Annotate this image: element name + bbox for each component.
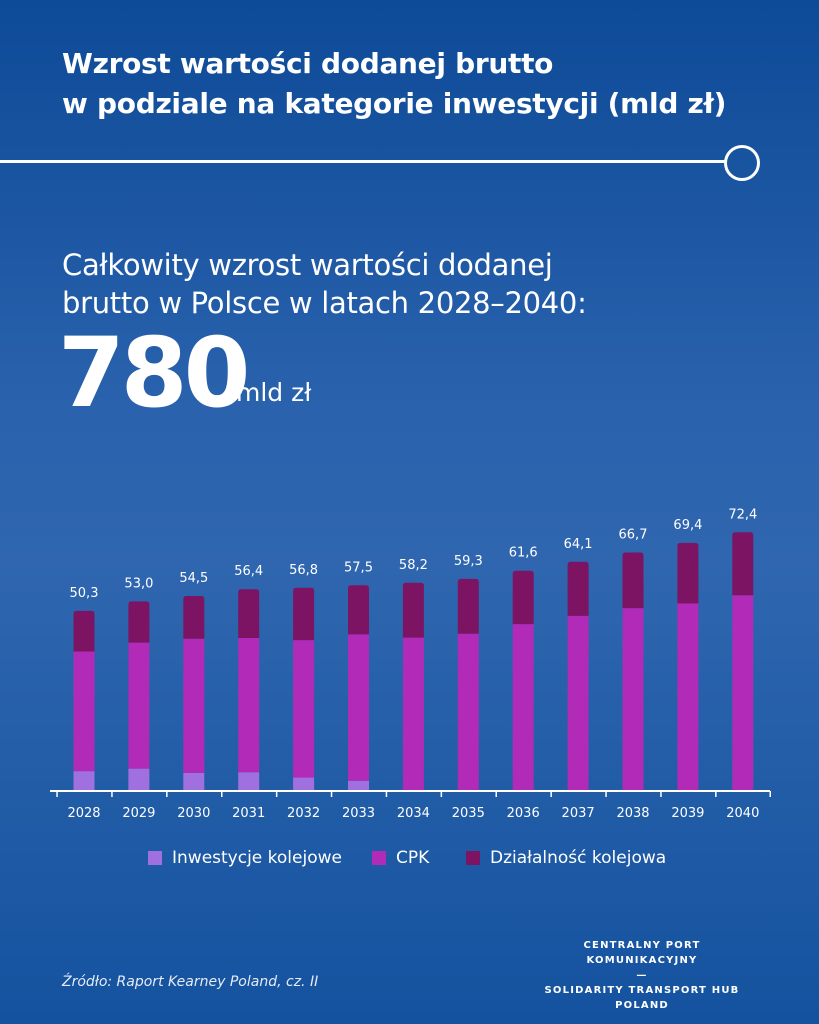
bar-segment-działalność-kolejowa-2034 [402, 582, 424, 638]
x-tick-label: 2035 [452, 806, 485, 821]
bar-segment-cpk-2035 [457, 633, 479, 790]
bar-segment-cpk-2030 [183, 638, 205, 773]
bar-segment-działalność-kolejowa-2032 [293, 587, 315, 641]
bar-segment-działalność-kolejowa-2035 [457, 578, 479, 634]
bar-segment-inwestycje-kolejowe-2030 [183, 772, 205, 790]
bar-total-label: 61,6 [509, 546, 538, 561]
brand-logo-text: CENTRALNY PORT KOMUNIKACYJNY — SOLIDARIT… [526, 938, 758, 1013]
bar-segment-inwestycje-kolejowe-2029 [128, 768, 150, 790]
bar-total-label: 66,7 [619, 528, 648, 543]
bar-total-label: 57,5 [344, 560, 373, 575]
brand-line-3: POLAND [615, 1000, 669, 1011]
total-value: 780 [58, 317, 250, 429]
bar-segment-cpk-2031 [238, 637, 260, 773]
bar-total-label: 56,4 [234, 564, 263, 579]
bar-segment-cpk-2034 [402, 637, 424, 790]
legend-swatch [372, 851, 386, 865]
bar-segment-działalność-kolejowa-2038 [622, 552, 644, 609]
x-tick-label: 2036 [507, 806, 540, 821]
x-tick-label: 2040 [726, 806, 759, 821]
bar-total-label: 72,4 [728, 507, 757, 522]
bar-segment-działalność-kolejowa-2039 [677, 542, 699, 604]
bar-segment-działalność-kolejowa-2029 [128, 601, 150, 643]
chart-legend: Inwestycje kolejowe CPK Działalność kolejo… [0, 848, 819, 872]
legend-label: Inwestycje kolejowe [172, 848, 342, 868]
title-line-2: w podziale na kategorie inwestycji (mld … [62, 87, 727, 120]
x-tick-label: 2039 [671, 806, 704, 821]
legend-label: Działalność kolejowa [490, 848, 667, 868]
bar-total-label: 50,3 [70, 586, 99, 601]
x-tick-label: 2032 [287, 806, 320, 821]
title-line-1: Wzrost wartości dodanej brutto [62, 47, 554, 80]
bar-segment-cpk-2029 [128, 642, 150, 769]
x-tick-label: 2037 [562, 806, 595, 821]
bar-segment-cpk-2039 [677, 603, 699, 790]
bar-segment-inwestycje-kolejowe-2033 [348, 780, 369, 790]
bar-total-label: 54,5 [179, 571, 208, 586]
bar-segment-działalność-kolejowa-2028 [73, 610, 95, 652]
bar-segment-działalność-kolejowa-2040 [732, 532, 754, 596]
legend-item: CPK [372, 848, 429, 868]
x-tick-label: 2033 [342, 806, 375, 821]
bar-segment-działalność-kolejowa-2033 [348, 585, 369, 635]
bar-segment-cpk-2028 [73, 651, 95, 772]
bar-segment-cpk-2038 [622, 608, 644, 790]
x-tick-label: 2028 [67, 806, 100, 821]
bar-segment-inwestycje-kolejowe-2031 [238, 772, 260, 790]
brand-line-2: SOLIDARITY TRANSPORT HUB [544, 985, 740, 996]
bar-segment-cpk-2040 [732, 595, 754, 790]
bar-total-label: 58,2 [399, 558, 428, 573]
page-title: Wzrost wartości dodanej brutto w podzial… [62, 44, 782, 124]
bar-segment-działalność-kolejowa-2031 [238, 589, 260, 638]
stacked-bar-chart: 50,3 2028 53,0 2029 54,5 2030 56,4 2031 56,8 2032… [50, 507, 771, 821]
legend-item: Inwestycje kolejowe [148, 848, 342, 868]
bar-total-label: 64,1 [564, 537, 593, 552]
summary-text: Całkowity wzrost wartości dodanej brutto… [62, 246, 702, 322]
summary-line-1: Całkowity wzrost wartości dodanej [62, 248, 553, 282]
bar-segment-cpk-2032 [293, 640, 315, 778]
summary-line-2: brutto w Polsce w latach 2028–2040: [62, 286, 587, 320]
bar-total-label: 56,8 [289, 563, 318, 578]
bar-segment-inwestycje-kolejowe-2032 [293, 777, 315, 790]
brand-line-1: CENTRALNY PORT KOMUNIKACYJNY [583, 940, 701, 966]
x-tick-label: 2034 [397, 806, 430, 821]
bar-segment-cpk-2036 [512, 624, 534, 790]
x-tick-label: 2031 [232, 806, 265, 821]
source-note: Źródło: Raport Kearney Poland, cz. II [62, 974, 319, 990]
x-tick-label: 2038 [616, 806, 649, 821]
bar-segment-działalność-kolejowa-2037 [567, 561, 589, 616]
brand-separator: — [636, 970, 648, 981]
bar-total-label: 59,3 [454, 554, 483, 569]
x-tick-label: 2029 [122, 806, 155, 821]
divider-circle-icon [724, 145, 760, 181]
legend-label: CPK [396, 848, 430, 868]
legend-item: Działalność kolejowa [466, 848, 666, 868]
bar-segment-działalność-kolejowa-2030 [183, 595, 205, 639]
bar-segment-cpk-2037 [567, 615, 589, 790]
legend-swatch [466, 851, 480, 865]
divider-line [0, 160, 726, 163]
total-unit: mld zł [236, 378, 312, 407]
bar-segment-działalność-kolejowa-2036 [512, 570, 534, 625]
bar-segment-cpk-2033 [348, 634, 369, 781]
legend-swatch [148, 851, 162, 865]
x-tick-label: 2030 [177, 806, 210, 821]
bar-total-label: 53,0 [124, 576, 153, 591]
bar-total-label: 69,4 [673, 518, 702, 533]
bar-segment-inwestycje-kolejowe-2028 [73, 771, 95, 790]
